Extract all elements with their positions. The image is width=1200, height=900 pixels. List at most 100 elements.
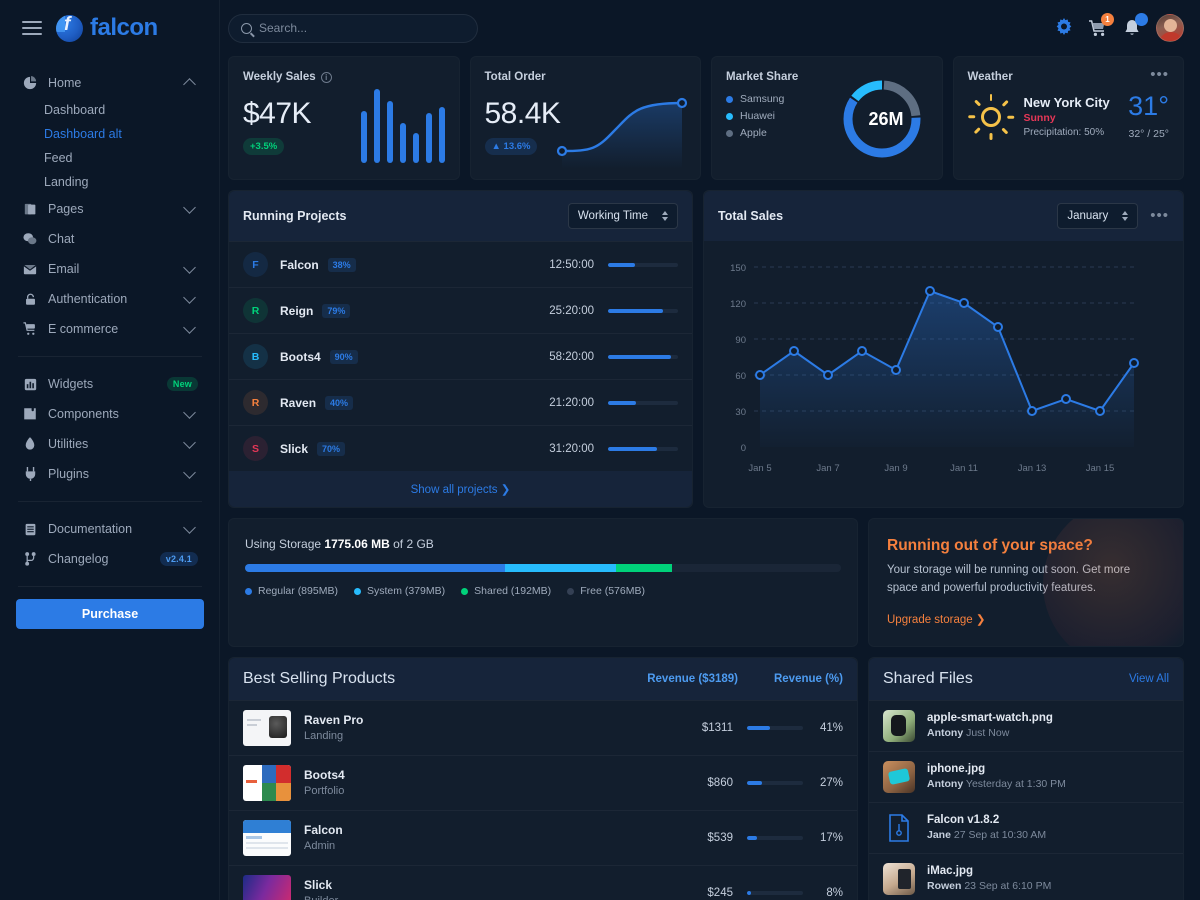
table-row[interactable]: S Slick 70% 31:20:00 bbox=[229, 425, 692, 471]
legend-dot-shared bbox=[461, 587, 469, 595]
shared-files-title: Shared Files bbox=[883, 669, 973, 687]
list-item[interactable]: iphone.jpg Antony Yesterday at 1:30 PM bbox=[869, 750, 1183, 802]
list-item[interactable]: iMac.jpg Rowen 23 Sep at 6:10 PM bbox=[869, 852, 1183, 900]
documentation-icon bbox=[22, 521, 38, 537]
sidebar-subitem-dashboard-alt[interactable]: Dashboard alt bbox=[44, 127, 122, 141]
more-dots-icon[interactable]: ••• bbox=[1150, 207, 1169, 224]
upgrade-storage-link[interactable]: Upgrade storage ❯ bbox=[887, 613, 986, 626]
view-all-link[interactable]: View All bbox=[1128, 672, 1169, 685]
weekly-sales-value: $47K bbox=[243, 97, 312, 130]
project-progress-bar bbox=[608, 400, 678, 405]
sidebar-item-plugins-label: Plugins bbox=[48, 467, 89, 481]
file-meta: Rowen 23 Sep at 6:10 PM bbox=[927, 880, 1051, 892]
table-row[interactable]: Raven Pro Landing $1311 41% bbox=[229, 699, 857, 755]
project-time: 12:50:00 bbox=[549, 258, 594, 271]
more-dots-icon[interactable]: ••• bbox=[1150, 66, 1169, 83]
sidebar-subitem-dashboard[interactable]: Dashboard bbox=[44, 103, 106, 117]
table-row[interactable]: F Falcon 38% 12:50:00 bbox=[229, 241, 692, 287]
sidebar-item-plugins[interactable]: Plugins bbox=[16, 459, 204, 489]
sidebar: falcon Home Dashboard Dashboard alt Feed… bbox=[0, 0, 220, 900]
iphone-thumbnail bbox=[883, 760, 915, 793]
weather-title: Weather bbox=[967, 71, 1013, 83]
sidebar-item-ecommerce[interactable]: E commerce bbox=[16, 314, 204, 344]
sidebar-item-home[interactable]: Home bbox=[16, 68, 204, 98]
components-icon bbox=[22, 406, 38, 422]
chevron-up-icon bbox=[183, 77, 196, 91]
user-avatar[interactable] bbox=[1156, 14, 1184, 42]
table-row[interactable]: B Boots4 90% 58:20:00 bbox=[229, 333, 692, 379]
legend-label-shared: Shared (192MB) bbox=[474, 585, 552, 597]
running-projects-header: Running Projects Working Time bbox=[229, 191, 692, 241]
weather-card: Weather ••• bbox=[952, 56, 1184, 180]
brand-logo[interactable]: falcon bbox=[56, 14, 158, 42]
sidebar-item-pages[interactable]: Pages bbox=[16, 194, 204, 224]
sidebar-item-components-label: Components bbox=[48, 407, 119, 421]
info-icon[interactable]: i bbox=[320, 71, 332, 83]
project-progress-bar bbox=[608, 354, 678, 359]
sidebar-subitem-landing[interactable]: Landing bbox=[44, 175, 89, 189]
cart-icon[interactable]: 1 bbox=[1088, 13, 1114, 38]
file-meta: Jane 27 Sep at 10:30 AM bbox=[927, 829, 1046, 841]
file-time: Just Now bbox=[966, 727, 1010, 740]
legend-label-free: Free (576MB) bbox=[580, 585, 645, 597]
project-name: Slick bbox=[280, 441, 309, 456]
sidebar-item-chat[interactable]: Chat bbox=[16, 224, 204, 254]
storage-label-prefix: Using Storage bbox=[245, 537, 322, 551]
sidebar-subitem-feed[interactable]: Feed bbox=[44, 151, 73, 165]
legend-dot-regular bbox=[245, 587, 252, 595]
svg-text:Jan 15: Jan 15 bbox=[1086, 463, 1115, 474]
storage-segment-system bbox=[505, 564, 616, 572]
working-time-select[interactable]: Working Time bbox=[567, 203, 678, 229]
search-box[interactable] bbox=[228, 13, 478, 43]
legend-item: System (379MB) bbox=[353, 585, 445, 597]
product-revenue: $539 bbox=[707, 831, 733, 844]
chevron-down-icon bbox=[183, 260, 196, 274]
storage-legend: Regular (895MB) System (379MB) Shared (1… bbox=[245, 585, 841, 597]
storage-title: Using Storage 1775.06 MB of 2 GB bbox=[245, 537, 841, 551]
search-input[interactable] bbox=[259, 21, 465, 35]
bottom-row: Best Selling Products Revenue ($3189) Re… bbox=[228, 656, 1184, 900]
table-row[interactable]: R Reign 79% 25:20:00 bbox=[229, 287, 692, 333]
list-item[interactable]: apple-smart-watch.png Antony Just Now bbox=[869, 699, 1183, 751]
file-doc-icon bbox=[883, 812, 915, 844]
table-row[interactable]: Falcon Admin $539 17% bbox=[229, 809, 857, 865]
home-pie-icon bbox=[22, 75, 38, 91]
column-header-revenue-percent: Revenue (%) bbox=[773, 672, 843, 685]
sidebar-item-chat-label: Chat bbox=[48, 232, 75, 246]
sidebar-item-email-label: Email bbox=[48, 262, 80, 276]
sidebar-subnav-home: Dashboard Dashboard alt Feed Landing bbox=[16, 98, 204, 194]
sidebar-item-changelog[interactable]: Changelog v2.4.1 bbox=[16, 544, 204, 574]
table-row[interactable]: Slick Builder $245 8% bbox=[229, 864, 857, 900]
gear-icon[interactable] bbox=[1054, 18, 1074, 38]
show-all-projects-link[interactable]: Show all projects ❯ bbox=[229, 471, 692, 507]
file-name: Falcon v1.8.2 bbox=[927, 814, 1000, 827]
upgrade-title: Running out of your space? bbox=[887, 537, 1093, 554]
table-row[interactable]: R Raven 40% 21:20:00 bbox=[229, 379, 692, 425]
project-avatar: F bbox=[243, 252, 268, 277]
sidebar-item-utilities[interactable]: Utilities bbox=[16, 429, 204, 459]
product-revenue-percent: 17% bbox=[819, 831, 843, 844]
market-share-card: Market Share Samsung Huawei Apple bbox=[711, 56, 943, 180]
product-revenue-percent: 8% bbox=[826, 886, 843, 899]
sidebar-item-components[interactable]: Components bbox=[16, 399, 204, 429]
sidebar-item-widgets[interactable]: Widgets New bbox=[16, 369, 204, 399]
sidebar-item-documentation[interactable]: Documentation bbox=[16, 514, 204, 544]
email-icon bbox=[22, 261, 38, 277]
sidebar-item-changelog-label: Changelog bbox=[48, 552, 109, 566]
purchase-button[interactable]: Purchase bbox=[16, 599, 204, 629]
utilities-icon bbox=[22, 436, 38, 452]
list-item[interactable]: Falcon v1.8.2 Jane 27 Sep at 10:30 AM bbox=[869, 801, 1183, 853]
bell-icon[interactable] bbox=[1122, 13, 1148, 38]
sidebar-divider-2 bbox=[18, 501, 202, 502]
changelog-icon bbox=[22, 551, 38, 567]
month-select[interactable]: January bbox=[1057, 203, 1139, 229]
table-row[interactable]: Boots4 Portfolio $860 27% bbox=[229, 754, 857, 810]
widgets-icon bbox=[22, 376, 38, 392]
weekly-sales-change: +3.5% bbox=[243, 138, 285, 155]
sidebar-item-email[interactable]: Email bbox=[16, 254, 204, 284]
hamburger-menu-icon[interactable] bbox=[22, 17, 42, 39]
sidebar-item-authentication[interactable]: Authentication bbox=[16, 284, 204, 314]
upgrade-storage-card: Running out of your space? Your storage … bbox=[868, 518, 1184, 647]
sidebar-item-widgets-label: Widgets bbox=[48, 377, 94, 391]
